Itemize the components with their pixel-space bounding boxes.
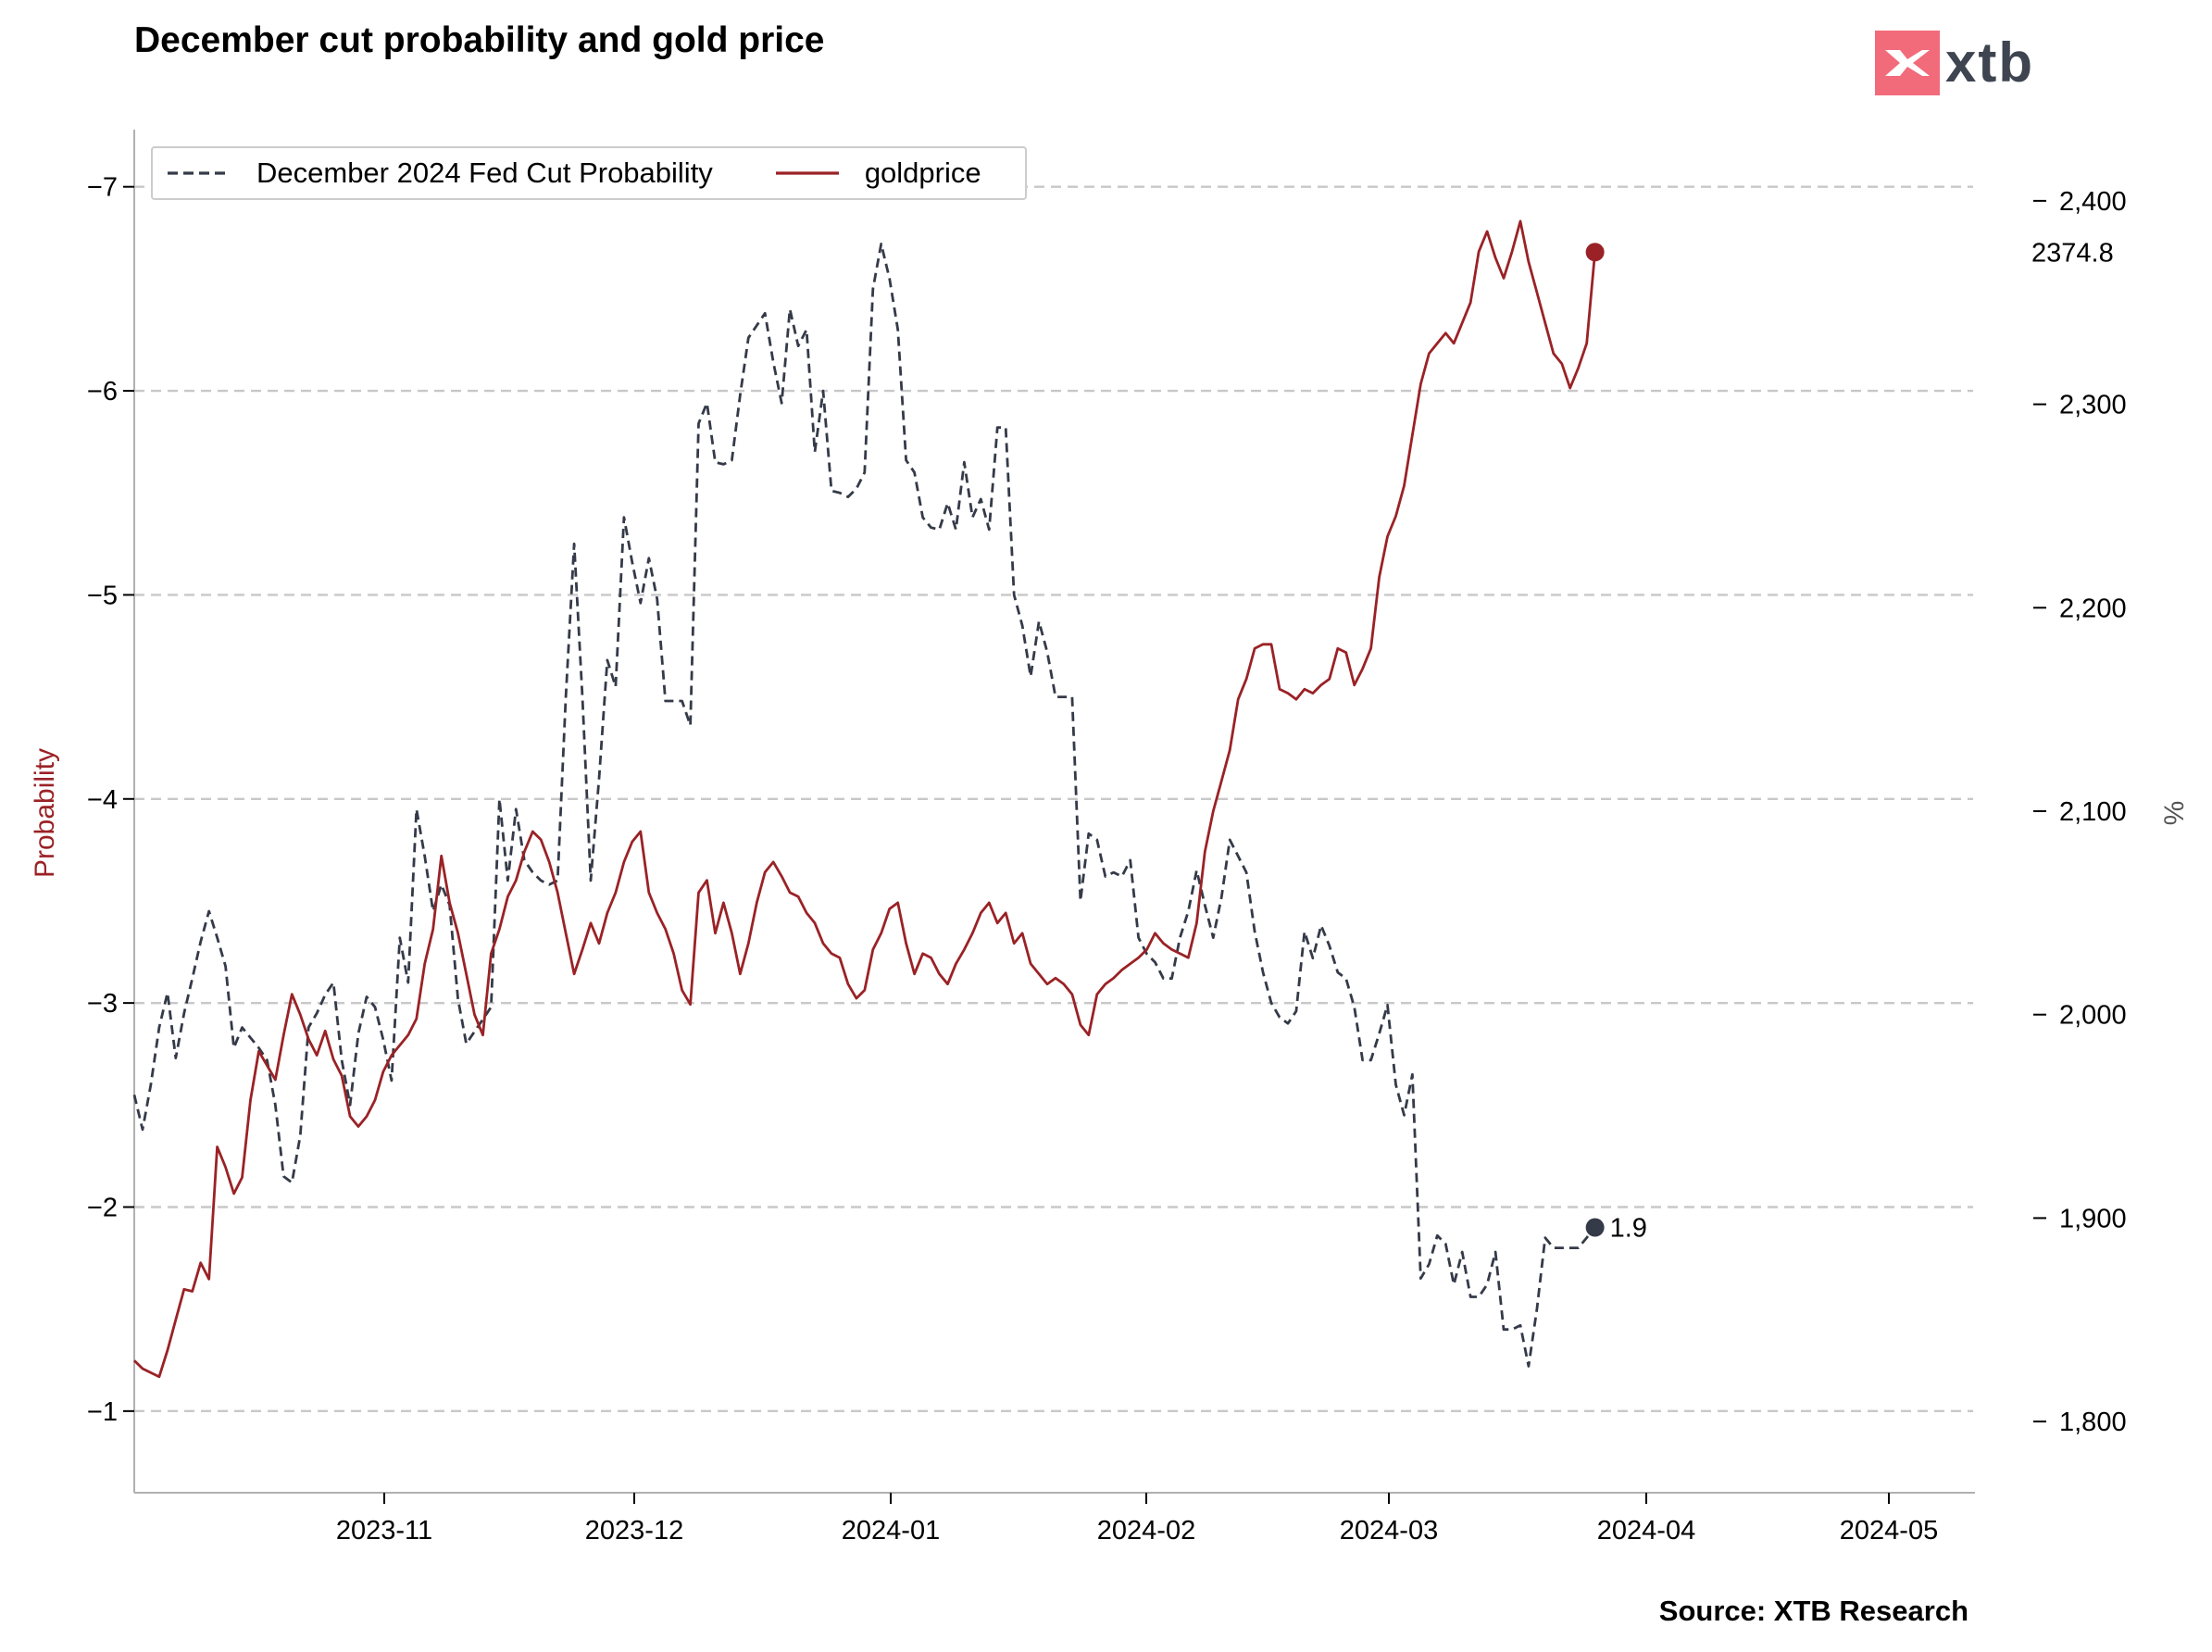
probability-end-marker: [1585, 1218, 1605, 1237]
xtb-x-icon: [1875, 31, 1940, 95]
x-tick-label: 2024-02: [1097, 1516, 1195, 1546]
gridlines: [134, 185, 1973, 1413]
left-axis-label: Probability: [30, 748, 60, 878]
legend-label-probability: December 2024 Fed Cut Probability: [256, 156, 713, 189]
x-tick-label: 2023-12: [585, 1516, 683, 1546]
right-tick-label: 2,000: [2059, 1001, 2127, 1031]
right-tick-label: 2,400: [2059, 187, 2127, 217]
legend-swatch-solid: [775, 171, 839, 175]
left-tick-label: −6: [87, 377, 118, 407]
goldprice-end-marker: [1585, 243, 1605, 262]
legend: December 2024 Fed Cut Probability goldpr…: [151, 146, 1027, 200]
left-tick-label: −4: [87, 785, 118, 815]
xtb-logo-text: xtb: [1945, 31, 2034, 94]
left-tick-label: −7: [87, 173, 118, 203]
left-y-ticks: −7 −6 −5 −4 −3 −2 −1: [87, 173, 134, 1427]
chart-title: December cut probability and gold price: [134, 20, 825, 60]
legend-entry-goldprice: goldprice: [774, 156, 981, 190]
series: [132, 219, 1596, 1379]
probability-end-label: 1.9: [1610, 1214, 1647, 1244]
axes: [133, 130, 1975, 1494]
x-tick-label: 2024-05: [1840, 1516, 1938, 1546]
left-tick-label: −3: [87, 989, 118, 1019]
right-tick-label: 1,800: [2059, 1408, 2127, 1437]
right-tick-label: 2,300: [2059, 391, 2127, 420]
x-tick-label: 2024-03: [1340, 1516, 1438, 1546]
xtb-logo: xtb: [1875, 31, 2034, 95]
source-note: Source: XTB Research: [1658, 1595, 1968, 1627]
x-tick-label: 2023-11: [336, 1516, 432, 1546]
legend-swatch-dashed: [168, 171, 231, 175]
left-tick-label: −2: [87, 1193, 118, 1222]
right-y-ticks: 2,400 2,300 2,200 2,100 2,000 1,900 1,800: [2033, 187, 2127, 1437]
right-tick-label: 2,100: [2059, 797, 2127, 827]
left-tick-label: −5: [87, 581, 118, 610]
goldprice-end-label: 2374.8: [2031, 238, 2114, 268]
legend-label-goldprice: goldprice: [864, 156, 981, 189]
x-ticks: 2023-11 2023-12 2024-01 2024-02 2024-03 2024-…: [336, 1493, 1938, 1546]
end-markers: 1.9 2374.8: [1585, 238, 2114, 1244]
x-tick-label: 2024-04: [1597, 1516, 1695, 1546]
probability-line: [132, 243, 1596, 1368]
left-tick-label: −1: [87, 1397, 118, 1427]
x-tick-label: 2024-01: [842, 1516, 940, 1546]
right-tick-label: 1,900: [2059, 1204, 2127, 1233]
right-tick-label: 2,200: [2059, 594, 2127, 623]
right-axis-label: %: [2159, 801, 2190, 826]
legend-entry-probability: December 2024 Fed Cut Probability: [166, 156, 713, 190]
goldprice-line: [133, 219, 1596, 1379]
